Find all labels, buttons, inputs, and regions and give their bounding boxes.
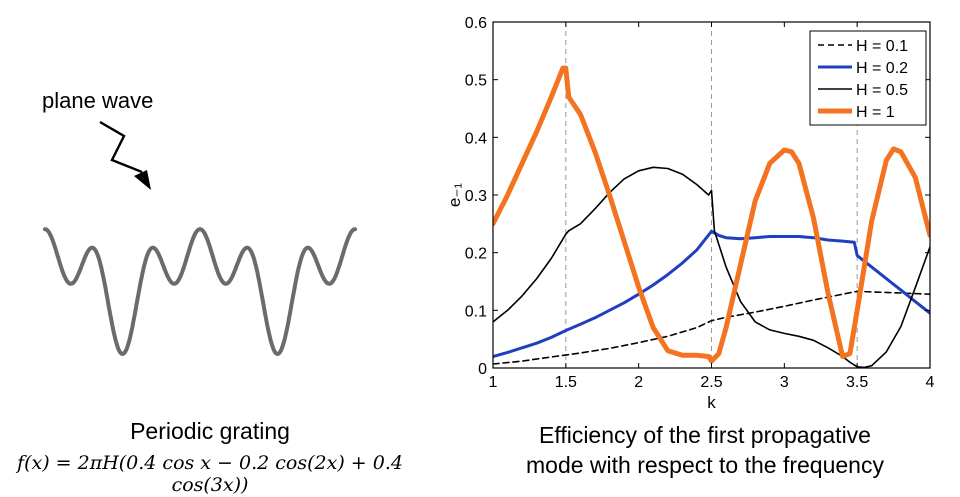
y-tick-label: 0.5 xyxy=(465,73,487,90)
chart-caption: Efficiency of the first propagative mode… xyxy=(445,420,960,480)
plane-wave-arrow xyxy=(99,120,151,190)
legend-label: H = 0.5 xyxy=(856,82,908,99)
x-tick-label: 2 xyxy=(634,374,643,391)
x-tick-label: 3.5 xyxy=(846,374,868,391)
caption-line-2: mode with respect to the frequency xyxy=(526,452,884,478)
y-tick-label: 0.3 xyxy=(465,188,487,205)
x-tick-label: 3 xyxy=(780,374,789,391)
y-axis-label: e₋₁ xyxy=(445,183,464,207)
grating-title: Periodic grating xyxy=(130,418,290,444)
x-axis-label: k xyxy=(707,393,716,412)
legend-label: H = 0.1 xyxy=(856,38,908,55)
plane-wave-label: plane wave xyxy=(42,88,154,113)
x-tick-label: 2.5 xyxy=(700,374,722,391)
y-tick-label: 0 xyxy=(478,361,487,378)
grating-illustration xyxy=(43,120,357,357)
y-tick-label: 0.4 xyxy=(465,130,487,147)
caption-line-1: Efficiency of the first propagative xyxy=(539,422,871,448)
x-tick-label: 4 xyxy=(926,374,935,391)
grating-curve xyxy=(43,227,357,357)
x-tick-label: 1.5 xyxy=(555,374,577,391)
grating-formula: f(x) = 2πH(0.4 cos x − 0.2 cos(2x) + 0.4… xyxy=(17,452,403,496)
series-line-3 xyxy=(493,65,930,364)
y-tick-label: 0.1 xyxy=(465,303,487,320)
legend-label: H = 0.2 xyxy=(856,60,908,77)
series-line-2 xyxy=(493,166,930,368)
y-tick-label: 0.2 xyxy=(465,246,487,263)
y-tick-label: 0.6 xyxy=(465,15,487,32)
legend-label: H = 1 xyxy=(856,104,895,121)
x-tick-label: 1 xyxy=(489,374,498,391)
series-line-1 xyxy=(493,229,930,358)
efficiency-chart: 1 1.5 2 2.5 3 3.5 4 0 0.1 0.2 0.3 0.4 0.5 0.6 k e₋₁ H = … xyxy=(445,15,935,412)
